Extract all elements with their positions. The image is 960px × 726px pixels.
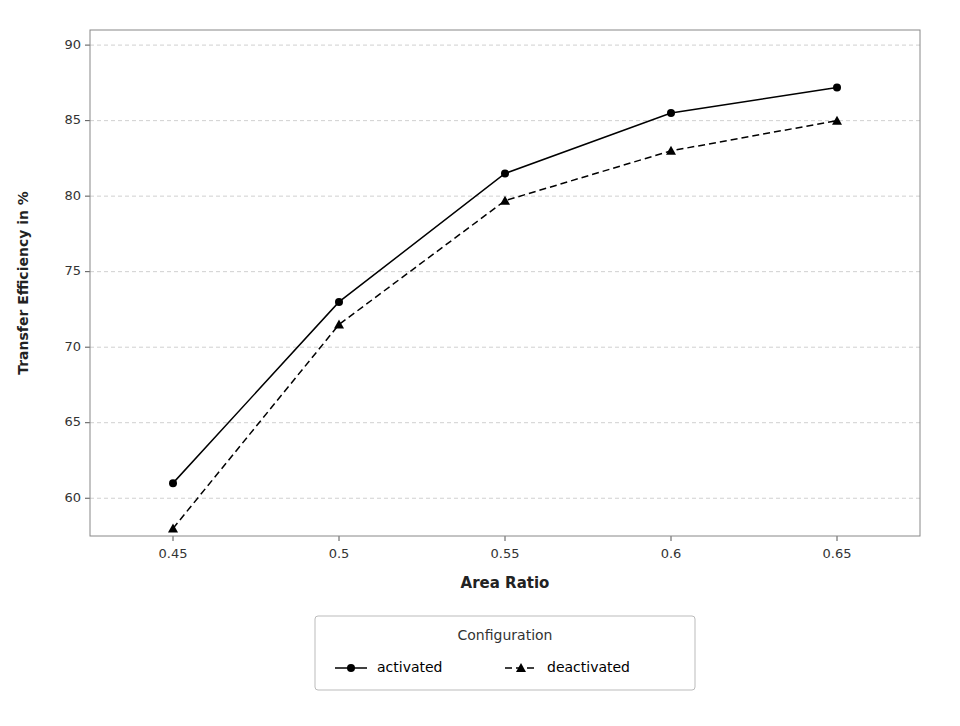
tick-mark xyxy=(173,536,174,541)
tick-label: 90 xyxy=(64,37,81,52)
tick-mark xyxy=(837,536,838,541)
plot-frame xyxy=(90,30,920,536)
tick-label: 0.55 xyxy=(491,546,520,561)
tick-mark xyxy=(85,45,90,46)
y-axis-label: Transfer Efficiency in % xyxy=(15,191,31,375)
grid-line xyxy=(90,347,920,348)
data-point xyxy=(667,109,675,117)
legend-box xyxy=(315,616,695,690)
tick-label: 0.45 xyxy=(159,546,188,561)
grid-line xyxy=(90,422,920,423)
series-line xyxy=(173,121,837,529)
x-axis-label: Area Ratio xyxy=(461,574,550,592)
tick-label: 0.5 xyxy=(329,546,350,561)
tick-mark xyxy=(85,196,90,197)
plot-background xyxy=(90,30,920,536)
tick-label: 60 xyxy=(64,490,81,505)
grid-line xyxy=(90,120,920,121)
tick-mark xyxy=(85,422,90,423)
tick-label: 85 xyxy=(64,112,81,127)
tick-mark xyxy=(505,536,506,541)
data-point xyxy=(832,116,842,125)
legend-label: deactivated xyxy=(547,659,630,675)
grid-line xyxy=(90,45,920,46)
tick-mark xyxy=(671,536,672,541)
data-point xyxy=(169,479,177,487)
data-point xyxy=(500,196,510,205)
data-point xyxy=(334,320,344,329)
chart: 60 65 70 75 80 85 90 0.45 0.5 0.55 0.6 0.65 Area Rat… xyxy=(0,0,960,726)
tick-mark xyxy=(85,498,90,499)
legend-marker xyxy=(347,664,355,672)
data-point xyxy=(501,169,509,177)
data-point xyxy=(666,146,676,155)
tick-mark xyxy=(85,120,90,121)
legend-marker xyxy=(516,663,526,672)
series-line xyxy=(173,87,837,483)
data-point xyxy=(168,523,178,532)
legend: Configuration activated deactivated xyxy=(315,616,695,690)
tick-label: 65 xyxy=(64,414,81,429)
grid-line xyxy=(90,271,920,272)
tick-label: 0.65 xyxy=(823,546,852,561)
grid-line xyxy=(90,498,920,499)
tick-mark xyxy=(339,536,340,541)
data-point xyxy=(833,83,841,91)
legend-title: Configuration xyxy=(458,627,553,643)
tick-label: 80 xyxy=(64,188,81,203)
tick-mark xyxy=(85,347,90,348)
tick-label: 0.6 xyxy=(661,546,682,561)
tick-mark xyxy=(85,271,90,272)
tick-label: 75 xyxy=(64,263,81,278)
tick-label: 70 xyxy=(64,339,81,354)
legend-label: activated xyxy=(377,659,443,675)
data-layer xyxy=(168,83,842,532)
data-point xyxy=(335,298,343,306)
